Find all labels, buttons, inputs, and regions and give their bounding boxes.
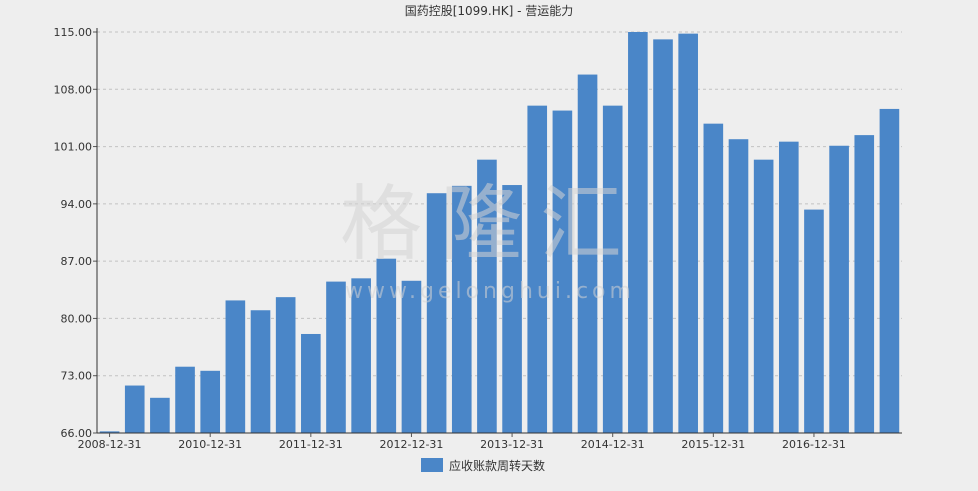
y-tick-label: 66.00 bbox=[61, 427, 93, 440]
x-tick-label: 2012-12-31 bbox=[379, 438, 443, 451]
bar[interactable] bbox=[753, 159, 774, 433]
bar[interactable] bbox=[124, 385, 145, 433]
chart-title: 国药控股[1099.HK] - 营运能力 bbox=[405, 4, 574, 18]
y-tick-label: 101.00 bbox=[54, 141, 93, 154]
bar[interactable] bbox=[854, 135, 875, 433]
bar[interactable] bbox=[804, 209, 824, 433]
bar[interactable] bbox=[653, 39, 673, 434]
bar[interactable] bbox=[728, 139, 749, 433]
watermark: 格隆汇 www.gelonghui.com bbox=[340, 177, 640, 304]
bar[interactable] bbox=[225, 300, 246, 433]
x-axis: 2008-12-31 2010-12-31 2011-12-31 2012-12-31… bbox=[78, 433, 846, 451]
bar[interactable] bbox=[678, 33, 698, 434]
y-tick-label: 80.00 bbox=[61, 312, 93, 325]
bar[interactable] bbox=[200, 370, 221, 433]
bar[interactable] bbox=[778, 141, 799, 433]
y-tick-label: 115.00 bbox=[54, 26, 93, 39]
x-tick-label: 2016-12-31 bbox=[782, 438, 846, 451]
bar[interactable] bbox=[451, 185, 472, 433]
x-tick-label: 2011-12-31 bbox=[279, 438, 343, 451]
watermark-url: www.gelonghui.com bbox=[345, 279, 635, 304]
legend[interactable]: 应收账款周转天数 bbox=[421, 458, 545, 473]
bar[interactable] bbox=[628, 32, 648, 433]
bar[interactable] bbox=[326, 281, 346, 433]
watermark-logo-text: 格隆汇 bbox=[340, 177, 640, 272]
bar[interactable] bbox=[401, 280, 422, 433]
bar[interactable] bbox=[99, 431, 120, 433]
bar[interactable] bbox=[250, 310, 271, 433]
x-tick-label: 2014-12-31 bbox=[581, 438, 645, 451]
bar[interactable] bbox=[829, 145, 849, 434]
legend-swatch bbox=[421, 458, 443, 472]
bar[interactable] bbox=[426, 193, 447, 433]
bar[interactable] bbox=[577, 74, 598, 433]
bar[interactable] bbox=[150, 397, 170, 433]
x-tick-label: 2015-12-31 bbox=[681, 438, 745, 451]
bar[interactable] bbox=[301, 333, 321, 433]
bar[interactable] bbox=[527, 105, 548, 433]
x-tick-label: 2008-12-31 bbox=[78, 438, 142, 451]
bar[interactable] bbox=[602, 105, 623, 433]
x-tick-label: 2010-12-31 bbox=[178, 438, 242, 451]
bar[interactable] bbox=[703, 123, 724, 434]
bar[interactable] bbox=[175, 366, 195, 433]
bar[interactable] bbox=[275, 297, 296, 433]
bar[interactable] bbox=[351, 278, 371, 433]
y-axis: 115.00 108.00 101.00 94.00 87.00 80.00 73.00 66… bbox=[54, 26, 97, 440]
bar[interactable] bbox=[477, 159, 497, 433]
bar-series bbox=[99, 32, 900, 434]
y-tick-label: 108.00 bbox=[54, 83, 93, 96]
bar[interactable] bbox=[552, 110, 573, 433]
bar[interactable] bbox=[376, 258, 397, 433]
y-tick-label: 73.00 bbox=[61, 370, 93, 383]
x-tick-label: 2013-12-31 bbox=[480, 438, 544, 451]
bar[interactable] bbox=[879, 108, 900, 434]
legend-label: 应收账款周转天数 bbox=[449, 458, 545, 473]
bar[interactable] bbox=[502, 185, 522, 433]
axes bbox=[96, 28, 902, 434]
y-tick-label: 87.00 bbox=[61, 255, 93, 268]
y-tick-label: 94.00 bbox=[61, 198, 93, 211]
